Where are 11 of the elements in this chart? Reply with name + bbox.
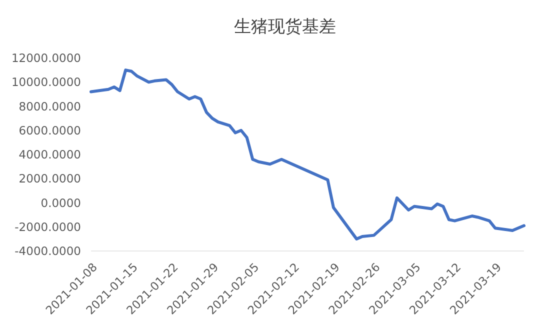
y-tick-label: 4000.0000 — [18, 148, 81, 162]
y-tick-label: 8000.0000 — [18, 99, 81, 114]
y-tick-label: 2000.0000 — [18, 172, 81, 186]
y-tick-label: 0.0000 — [40, 196, 81, 210]
line-series — [90, 68, 526, 240]
y-tick-label: -4000.0000 — [14, 244, 81, 258]
y-tick-label: 10000.0000 — [11, 75, 81, 90]
y-tick-label: 12000.0000 — [11, 51, 81, 66]
chart-title: 生猪现货基差 — [234, 17, 336, 37]
y-tick-label: 6000.0000 — [18, 123, 81, 138]
y-tick-label: -2000.0000 — [14, 220, 81, 234]
